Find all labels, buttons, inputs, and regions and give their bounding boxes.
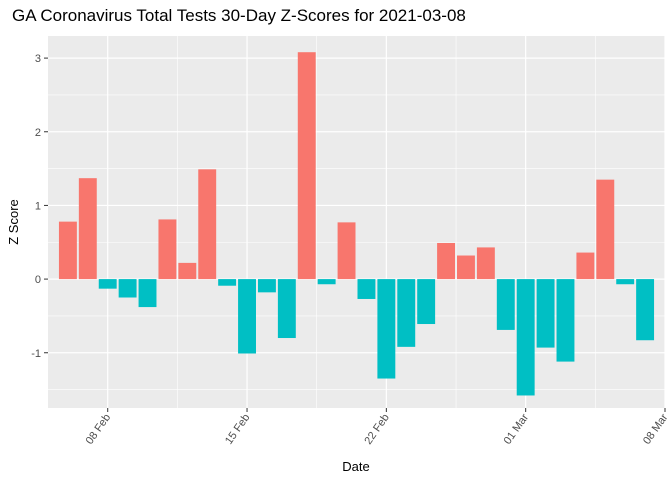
y-axis-title: Z Score	[6, 199, 21, 245]
bar	[496, 279, 515, 330]
bar	[417, 279, 436, 325]
x-tick-label: 08 Mar	[641, 412, 671, 447]
y-tick-label: -1	[31, 348, 41, 360]
x-tick-label: 22 Feb	[362, 412, 391, 447]
bar	[238, 279, 256, 354]
y-tick-label: 0	[35, 274, 41, 286]
bar	[337, 222, 356, 280]
bar	[118, 279, 137, 298]
y-tick-label: 1	[35, 200, 41, 212]
bar	[516, 279, 535, 396]
bar	[317, 279, 336, 285]
y-axis: -1 0 1 2 3	[31, 53, 48, 360]
bar	[357, 279, 376, 299]
bar	[556, 279, 575, 362]
bar	[198, 169, 217, 280]
x-tick-label: 15 Feb	[223, 412, 252, 447]
bar	[377, 279, 396, 379]
bar	[257, 279, 276, 293]
bar	[437, 242, 456, 280]
bar	[457, 255, 475, 280]
bar	[78, 178, 97, 280]
bar	[576, 252, 595, 280]
bar	[536, 279, 555, 348]
bar	[636, 279, 655, 341]
y-tick-label: 3	[35, 53, 41, 65]
bar	[218, 279, 237, 286]
bar	[158, 219, 177, 280]
x-tick-label: 01 Mar	[502, 412, 532, 447]
bar	[397, 279, 416, 347]
y-tick-label: 2	[35, 127, 41, 139]
bar	[98, 279, 117, 289]
bar	[476, 247, 495, 280]
x-axis: 08 Feb 15 Feb 22 Feb 01 Mar 08 Mar	[84, 408, 671, 447]
bar	[58, 221, 77, 280]
bar	[297, 52, 316, 280]
bar	[138, 279, 157, 308]
bars	[58, 52, 655, 396]
x-axis-title: Date	[342, 459, 369, 474]
x-tick-label: 08 Feb	[84, 412, 113, 447]
bar	[616, 279, 635, 285]
bar	[596, 179, 615, 280]
bar	[277, 279, 296, 339]
bar	[178, 262, 197, 280]
chart-title: GA Coronavirus Total Tests 30-Day Z-Scor…	[12, 6, 466, 25]
